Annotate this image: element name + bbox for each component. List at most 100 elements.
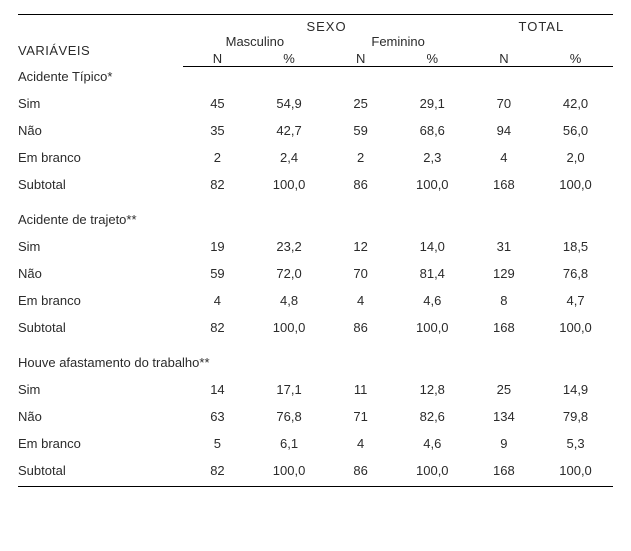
cell-fem-pct: 68,6 — [395, 117, 470, 144]
cell-total-pct: 42,0 — [538, 90, 613, 117]
row-label: Não — [18, 403, 183, 430]
section-title-text: Acidente Típico* — [18, 67, 613, 91]
cell-masc-n: 4 — [183, 287, 251, 314]
cell-fem-n: 86 — [327, 171, 395, 202]
section-title: Houve afastamento do trabalho** — [18, 345, 613, 376]
cell-masc-n: 45 — [183, 90, 251, 117]
table-row: Subtotal82100,086100,0168100,0 — [18, 171, 613, 202]
cell-total-pct: 14,9 — [538, 376, 613, 403]
header-variables: VARIÁVEIS — [18, 34, 183, 67]
cell-fem-n: 71 — [327, 403, 395, 430]
header-sexo: SEXO — [183, 15, 469, 35]
header-col-n: N — [183, 51, 251, 67]
header-col-pct: % — [252, 51, 327, 67]
cell-fem-pct: 82,6 — [395, 403, 470, 430]
row-label: Em branco — [18, 287, 183, 314]
cell-total-pct: 18,5 — [538, 233, 613, 260]
cell-fem-pct: 29,1 — [395, 90, 470, 117]
row-label: Sim — [18, 90, 183, 117]
cell-fem-n: 2 — [327, 144, 395, 171]
cell-total-n: 134 — [470, 403, 538, 430]
cell-total-n: 129 — [470, 260, 538, 287]
table-row: Em branco22,422,342,0 — [18, 144, 613, 171]
section-title: Acidente Típico* — [18, 67, 613, 91]
cell-masc-n: 82 — [183, 171, 251, 202]
row-label: Subtotal — [18, 171, 183, 202]
table-row: Sim1923,21214,03118,5 — [18, 233, 613, 260]
table-row: Subtotal82100,086100,0168100,0 — [18, 314, 613, 345]
cell-masc-pct: 100,0 — [252, 171, 327, 202]
cell-masc-pct: 42,7 — [252, 117, 327, 144]
cell-total-n: 9 — [470, 430, 538, 457]
cell-masc-pct: 6,1 — [252, 430, 327, 457]
header-masculino: Masculino — [183, 34, 326, 51]
cell-fem-n: 86 — [327, 314, 395, 345]
cell-total-n: 168 — [470, 171, 538, 202]
table-row: Em branco56,144,695,3 — [18, 430, 613, 457]
row-label: Em branco — [18, 144, 183, 171]
cell-fem-n: 70 — [327, 260, 395, 287]
cell-total-pct: 5,3 — [538, 430, 613, 457]
cell-fem-n: 59 — [327, 117, 395, 144]
cell-masc-n: 59 — [183, 260, 251, 287]
row-label: Sim — [18, 233, 183, 260]
header-col-pct: % — [538, 51, 613, 67]
header-col-pct: % — [395, 51, 470, 67]
cell-fem-pct: 100,0 — [395, 457, 470, 487]
row-label: Não — [18, 260, 183, 287]
cell-masc-pct: 17,1 — [252, 376, 327, 403]
header-feminino: Feminino — [327, 34, 470, 51]
table-body: Acidente Típico*Sim4554,92529,17042,0Não… — [18, 67, 613, 487]
table-row: Em branco44,844,684,7 — [18, 287, 613, 314]
cell-total-n: 8 — [470, 287, 538, 314]
cell-masc-pct: 100,0 — [252, 314, 327, 345]
cell-masc-pct: 23,2 — [252, 233, 327, 260]
cell-masc-n: 2 — [183, 144, 251, 171]
cell-fem-n: 12 — [327, 233, 395, 260]
table-row: Sim4554,92529,17042,0 — [18, 90, 613, 117]
row-label: Subtotal — [18, 314, 183, 345]
table-header: SEXO TOTAL VARIÁVEIS Masculino Feminino … — [18, 15, 613, 67]
cell-total-pct: 100,0 — [538, 314, 613, 345]
cell-total-n: 25 — [470, 376, 538, 403]
cell-masc-n: 82 — [183, 457, 251, 487]
cell-masc-pct: 76,8 — [252, 403, 327, 430]
table-row: Não5972,07081,412976,8 — [18, 260, 613, 287]
table-row: Não6376,87182,613479,8 — [18, 403, 613, 430]
cell-fem-pct: 4,6 — [395, 430, 470, 457]
cell-total-n: 168 — [470, 314, 538, 345]
cell-masc-n: 82 — [183, 314, 251, 345]
row-label: Não — [18, 117, 183, 144]
cell-fem-pct: 100,0 — [395, 171, 470, 202]
cell-masc-n: 19 — [183, 233, 251, 260]
header-total: TOTAL — [470, 15, 613, 35]
cell-fem-n: 11 — [327, 376, 395, 403]
cell-total-n: 168 — [470, 457, 538, 487]
cell-fem-n: 86 — [327, 457, 395, 487]
cell-masc-pct: 72,0 — [252, 260, 327, 287]
cell-masc-n: 35 — [183, 117, 251, 144]
cell-masc-n: 63 — [183, 403, 251, 430]
cell-masc-pct: 2,4 — [252, 144, 327, 171]
cell-masc-pct: 54,9 — [252, 90, 327, 117]
cell-total-n: 31 — [470, 233, 538, 260]
cell-total-pct: 4,7 — [538, 287, 613, 314]
section-title: Acidente de trajeto** — [18, 202, 613, 233]
header-col-n: N — [327, 51, 395, 67]
cell-total-pct: 56,0 — [538, 117, 613, 144]
cell-fem-pct: 12,8 — [395, 376, 470, 403]
table-row: Subtotal82100,086100,0168100,0 — [18, 457, 613, 487]
section-title-text: Houve afastamento do trabalho** — [18, 345, 613, 376]
cell-fem-pct: 14,0 — [395, 233, 470, 260]
cell-fem-pct: 4,6 — [395, 287, 470, 314]
cell-masc-n: 14 — [183, 376, 251, 403]
cell-fem-pct: 100,0 — [395, 314, 470, 345]
cell-fem-pct: 81,4 — [395, 260, 470, 287]
cell-total-n: 94 — [470, 117, 538, 144]
table-row: Não3542,75968,69456,0 — [18, 117, 613, 144]
cell-total-pct: 76,8 — [538, 260, 613, 287]
table-row: Sim1417,11112,82514,9 — [18, 376, 613, 403]
cell-total-pct: 79,8 — [538, 403, 613, 430]
cell-masc-pct: 100,0 — [252, 457, 327, 487]
cell-fem-n: 4 — [327, 430, 395, 457]
